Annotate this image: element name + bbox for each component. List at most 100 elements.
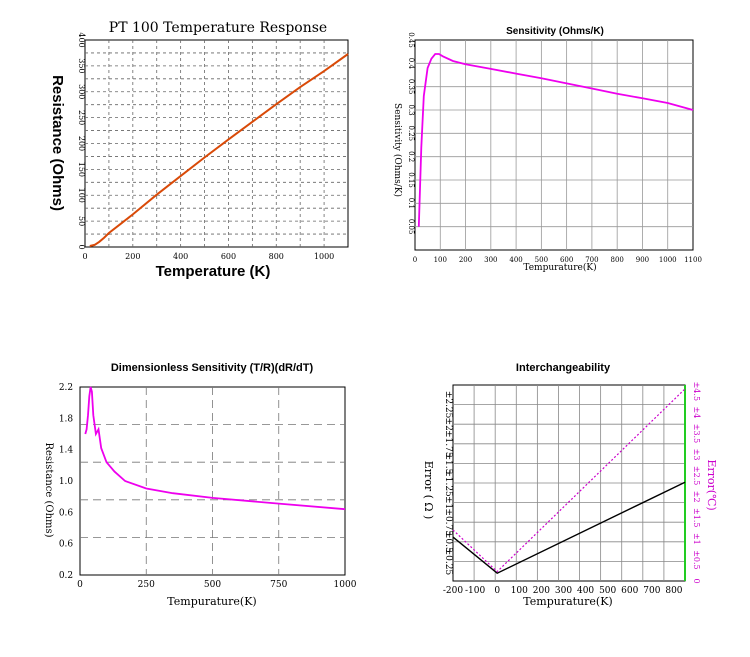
chart-pt100-response: PT 100 Temperature Response 0 200 400 600 80… <box>49 20 349 280</box>
chart4-xlabel: Tempurature(K) <box>523 595 612 608</box>
chart4-title: Interchangeability <box>516 362 611 374</box>
y-tick-label: 2.2 <box>59 383 73 393</box>
x-tick-label: 300 <box>484 256 497 264</box>
chart1-y-ticks: 0 50 100 150 200 250 300 350 400 <box>77 32 86 249</box>
chart2-title: Sensitivity (Ohms/K) <box>506 26 604 37</box>
x-tick-label: 0 <box>82 252 87 261</box>
y-tick-label: 250 <box>77 110 86 125</box>
x-tick-label: -200 <box>443 586 463 596</box>
y-tick-label: 0.1 <box>407 198 415 209</box>
y-tick-label: ±1.25 <box>443 469 453 497</box>
y-tick-label: 0.4 <box>407 58 415 70</box>
x-tick-label: 1100 <box>684 256 702 264</box>
x-tick-label: 0 <box>494 586 500 596</box>
x-tick-label: 400 <box>577 586 594 596</box>
chart4-ylabel-right: Error(℃) <box>705 459 718 510</box>
y-tick-label-right: ±4.5 <box>692 382 701 401</box>
chart3-series-dimensionless <box>84 386 346 511</box>
x-tick-label: 600 <box>221 252 236 261</box>
x-tick-label: 500 <box>535 256 548 264</box>
chart4-grid <box>453 385 685 581</box>
x-tick-label: 700 <box>643 586 660 596</box>
x-tick-label: 0 <box>413 256 417 264</box>
y-tick-label: ±0.75 <box>443 508 453 536</box>
y-tick-label-right: ±3.5 <box>692 424 701 443</box>
chart-sensitivity: Sensitivity (Ohms/K) 0 100 200 300 400 500 600… <box>392 26 702 273</box>
x-tick-label: 400 <box>173 252 188 261</box>
chart4-series-error-celsius <box>452 388 686 573</box>
chart1-series-resistance <box>89 53 349 247</box>
x-tick-label: 750 <box>270 580 287 590</box>
chart2-ylabel: Sensitivity (Ohms/K) <box>392 103 403 197</box>
x-tick-label: 250 <box>138 580 155 590</box>
y-tick-label-right: ±1 <box>692 533 701 545</box>
x-tick-label: 1000 <box>334 580 357 590</box>
x-tick-label: 600 <box>621 586 638 596</box>
chart3-xlabel: Tempurature(K) <box>167 595 256 608</box>
x-tick-label: 100 <box>434 256 447 264</box>
y-tick-label: 0.25 <box>407 126 415 142</box>
y-tick-label: 0 <box>77 244 86 249</box>
chart3-grid <box>80 387 345 575</box>
x-tick-label: 400 <box>509 256 522 264</box>
chart1-grid <box>85 40 348 247</box>
chart2-x-ticks: 0 100 200 300 400 500 600 700 800 900 1000 1100 <box>413 256 702 264</box>
y-tick-label: 400 <box>77 32 86 47</box>
chart4-ylabel-left: Error ( Ω ) <box>422 461 435 520</box>
x-tick-label: 1000 <box>659 256 677 264</box>
chart3-x-ticks: 0 250 500 750 1000 <box>77 580 357 590</box>
y-tick-label: 0.6 <box>59 508 74 518</box>
chart4-x-ticks: -200 -100 0 100 200 300 400 500 600 700 800 <box>443 586 683 596</box>
x-tick-label: 800 <box>665 586 682 596</box>
y-tick-label: ±0.25 <box>443 548 453 576</box>
y-tick-label: 300 <box>77 84 86 99</box>
chart4-y-ticks-left: ±0.25±0.5±0.75±1±1.25±1.5±1.75±2±2.25 <box>443 391 453 576</box>
y-tick-label: 150 <box>77 162 86 177</box>
x-tick-label: 300 <box>555 586 572 596</box>
chart3-y-ticks: 0.2 0.6 0.6 1.0 1.4 1.8 2.2 <box>59 383 74 581</box>
y-tick-label-right: ±4 <box>692 406 701 418</box>
x-tick-label: -100 <box>465 586 485 596</box>
y-tick-label: 50 <box>77 216 86 226</box>
x-tick-label: 0 <box>77 580 83 590</box>
y-tick-label: 1.4 <box>59 446 74 456</box>
y-tick-label: 100 <box>77 188 86 203</box>
chart2-grid <box>415 40 693 250</box>
y-tick-label: 0.15 <box>407 172 415 188</box>
y-tick-label: ±2 <box>443 418 453 431</box>
y-tick-label: ±0.5 <box>443 531 453 553</box>
y-tick-label: ±1 <box>443 496 453 509</box>
x-tick-label: 100 <box>511 586 528 596</box>
chart1-ylabel: Resistance (Ohms) <box>49 75 66 211</box>
y-tick-label: ±2.25 <box>443 391 453 419</box>
chart-dimensionless-sensitivity: Dimensionless Sensitivity (T/R)(dR/dT) 0… <box>43 362 357 608</box>
chart1-xlabel: Temperature (K) <box>156 263 271 280</box>
x-tick-label: 800 <box>269 252 284 261</box>
x-tick-label: 500 <box>204 580 221 590</box>
y-tick-label: 1.0 <box>59 477 74 487</box>
y-tick-label-right: 0 <box>692 578 701 583</box>
y-tick-label: 350 <box>77 58 86 73</box>
x-tick-label: 200 <box>459 256 472 264</box>
y-tick-label: 1.8 <box>59 414 74 424</box>
y-tick-label: 0.3 <box>407 104 415 115</box>
y-tick-label: 0.35 <box>407 79 415 95</box>
y-tick-label: 0.2 <box>59 571 73 581</box>
x-tick-label: 200 <box>533 586 550 596</box>
y-tick-label-right: ±3 <box>692 449 701 461</box>
y-tick-label-right: ±2.5 <box>692 466 701 485</box>
y-tick-label-right: ±2 <box>692 491 701 503</box>
chart3-title: Dimensionless Sensitivity (T/R)(dR/dT) <box>111 362 314 374</box>
y-tick-label: 0.6 <box>59 540 74 550</box>
chart2-xlabel: Tempurature(K) <box>523 262 596 273</box>
chart3-ylabel: Resistance (Ohms) <box>43 442 54 537</box>
y-tick-label: 0.05 <box>407 219 415 235</box>
y-tick-label: 0.2 <box>407 151 415 162</box>
chart2-plot-area <box>414 39 694 251</box>
y-tick-label-right: ±1.5 <box>692 508 701 527</box>
chart1-x-ticks: 0 200 400 600 800 1000 <box>82 252 334 261</box>
chart2-series-sensitivity <box>417 53 694 227</box>
x-tick-label: 1000 <box>314 252 334 261</box>
x-tick-label: 200 <box>125 252 140 261</box>
chart1-title: PT 100 Temperature Response <box>109 20 327 36</box>
